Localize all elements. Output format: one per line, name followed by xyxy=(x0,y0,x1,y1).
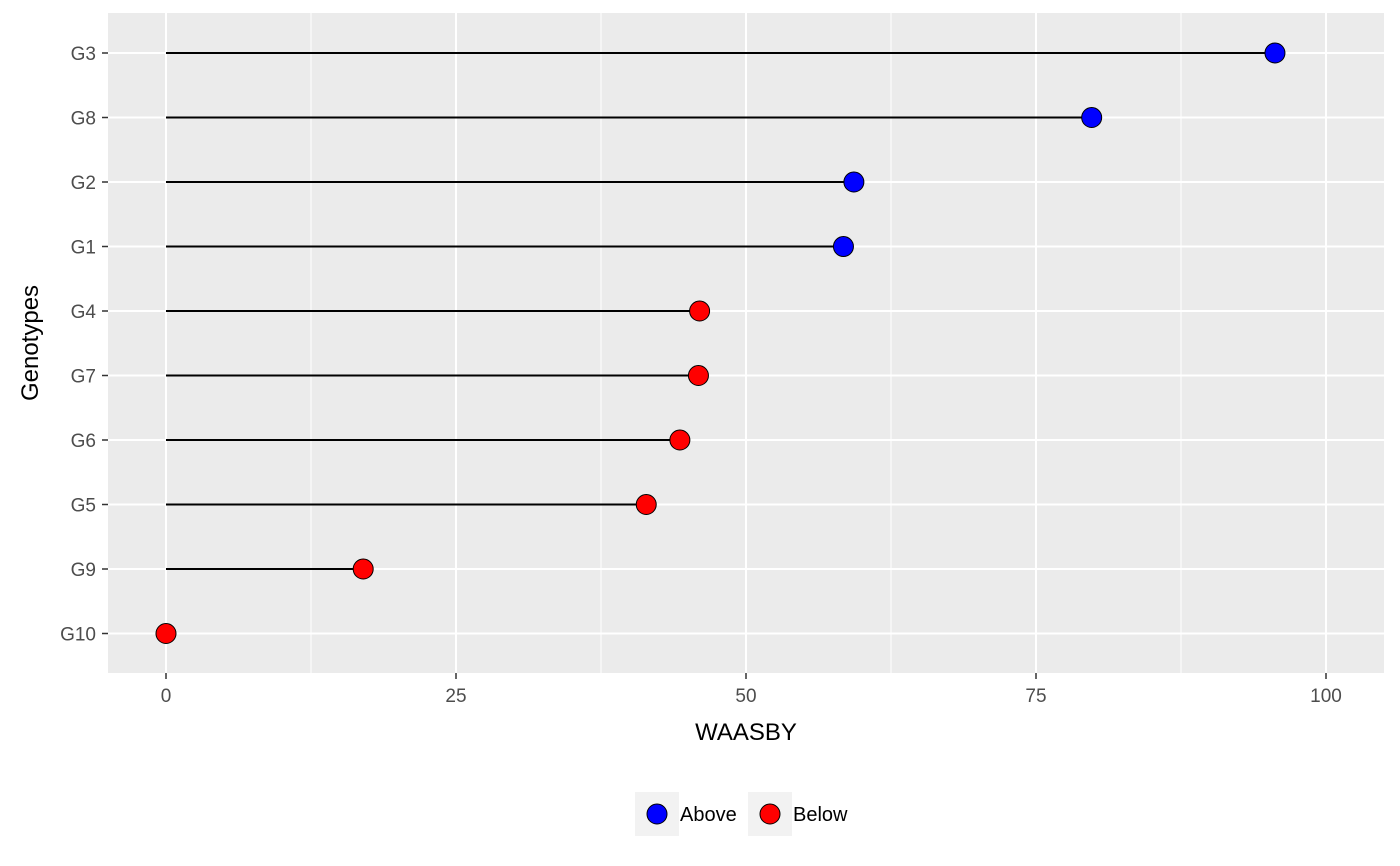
y-tick-label: G5 xyxy=(71,496,96,517)
y-tick-label: G1 xyxy=(71,238,96,259)
lollipop-point xyxy=(689,300,711,322)
y-axis-ticks: G3 G8 G2 G1 G4 G7 G6 G5 G9 G10 xyxy=(60,44,108,646)
y-tick-label: G7 xyxy=(71,367,96,388)
lollipop-point xyxy=(155,623,177,644)
lollipop-segments xyxy=(166,52,1275,570)
y-tick-label: G8 xyxy=(71,109,96,130)
y-tick-label: G10 xyxy=(60,625,96,646)
y-tick-label: G9 xyxy=(71,560,96,581)
y-tick-label: G2 xyxy=(71,173,96,194)
x-tick-label: 75 xyxy=(1025,686,1046,707)
y-axis-title: Genotypes xyxy=(17,285,44,401)
y-tick-label: G4 xyxy=(71,302,97,323)
y-tick-label: G6 xyxy=(71,431,96,452)
x-tick-label: 100 xyxy=(1310,686,1342,707)
x-tick-label: 0 xyxy=(161,686,172,707)
x-tick-label: 25 xyxy=(445,686,466,707)
minor-gridlines xyxy=(310,13,1182,673)
legend-label: Below xyxy=(793,804,848,826)
legend-point xyxy=(759,803,781,825)
lollipop-point xyxy=(843,171,865,193)
legend-label: Above xyxy=(680,804,737,826)
lollipop-point xyxy=(687,365,709,386)
y-tick-label: G3 xyxy=(71,44,96,65)
x-axis-title: WAASBY xyxy=(695,719,797,746)
lollipop-point xyxy=(1081,107,1103,128)
lollipop-point xyxy=(669,429,691,451)
lollipop-point xyxy=(352,558,374,580)
legend-point xyxy=(646,803,668,825)
lollipop-point xyxy=(635,494,657,515)
lollipop-points xyxy=(155,42,1286,644)
lollipop-point xyxy=(832,236,854,257)
x-axis-ticks: 0 25 50 75 100 xyxy=(161,673,1342,707)
legend: Above Below xyxy=(635,792,848,836)
x-tick-label: 50 xyxy=(735,686,756,707)
lollipop-point xyxy=(1264,42,1286,64)
